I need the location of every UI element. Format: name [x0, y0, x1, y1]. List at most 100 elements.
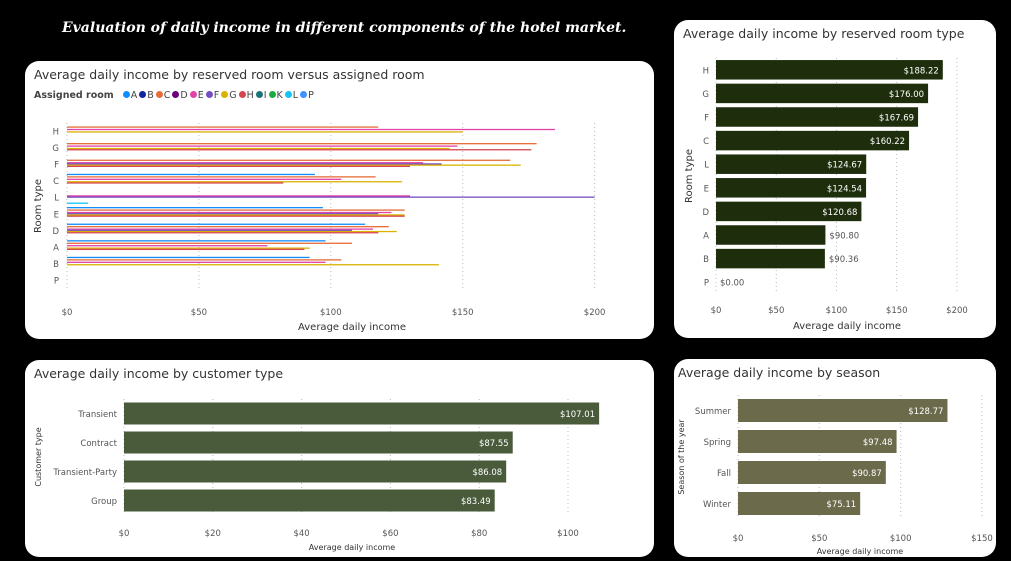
bar-e [67, 128, 556, 131]
bar [738, 399, 948, 422]
category-label: Winter [703, 500, 732, 510]
bar-a [67, 207, 323, 209]
data-label: $90.36 [829, 255, 859, 265]
legend-item[interactable]: E [189, 90, 204, 101]
legend-title: Assigned room [34, 90, 114, 101]
y-axis-label: Room type [33, 179, 44, 233]
legend-label: B [147, 90, 154, 101]
bar [738, 492, 861, 515]
bar-f [67, 229, 352, 231]
legend-item[interactable]: K [268, 90, 283, 101]
bar-h [67, 215, 405, 217]
data-label: $86.08 [472, 468, 502, 478]
legend-label: F [213, 90, 220, 101]
bar-a [67, 240, 326, 242]
data-label: $107.01 [560, 410, 595, 420]
bar-c [67, 242, 352, 244]
category-label: G [702, 90, 709, 100]
x-tick-label: $0 [119, 529, 130, 539]
bar-f [67, 163, 442, 165]
x-tick-label: $60 [382, 529, 398, 539]
bar-h [67, 165, 410, 168]
legend-swatch [205, 91, 213, 98]
x-tick-label: $20 [205, 529, 221, 539]
bar [716, 83, 929, 104]
card-reserved-vs-assigned[interactable]: Average daily income by reserved room ve… [25, 61, 654, 339]
x-tick-label: $0 [711, 306, 722, 316]
bar [716, 60, 943, 80]
legend-item[interactable]: A [122, 90, 137, 101]
legend-item[interactable]: F [205, 90, 220, 101]
data-label: $87.55 [479, 439, 509, 449]
bar-c [67, 226, 389, 228]
y-axis-label: Room type [684, 149, 695, 203]
x-tick-label: $100 [320, 308, 342, 318]
card-customer-type[interactable]: Average daily income by customer type Tr… [25, 360, 654, 557]
legend-item[interactable]: G [221, 90, 237, 101]
data-label: $90.80 [829, 232, 859, 242]
data-label: $128.77 [908, 407, 943, 417]
x-tick-label: $0 [733, 534, 744, 544]
bar [738, 430, 897, 453]
bar [716, 107, 919, 127]
legend-item[interactable]: H [238, 90, 254, 101]
x-tick-label: $150 [886, 306, 908, 316]
category-label: Group [91, 497, 117, 507]
bar-g [67, 181, 403, 183]
data-label: $83.49 [461, 497, 491, 507]
bar-h [67, 182, 284, 184]
bar [124, 460, 507, 483]
category-label: P [704, 279, 709, 289]
legend-swatch [238, 91, 246, 98]
category-label: C [53, 177, 59, 187]
legend-item[interactable]: C [155, 90, 171, 101]
category-label: D [702, 208, 709, 218]
bar-a [67, 256, 310, 259]
bar-f [67, 213, 379, 215]
data-label: $188.22 [904, 66, 939, 76]
card-reserved-type[interactable]: Average daily income by reserved room ty… [674, 20, 996, 338]
category-label: B [53, 260, 59, 270]
legend-label: K [276, 90, 283, 101]
chart-reserved-type: H $188.22 G $176.00 F $167.69 C $160.22 L $124.67… [684, 58, 968, 332]
legend-swatch [221, 91, 229, 98]
category-label: Transient-Party [52, 468, 117, 478]
legend-swatch [300, 91, 308, 98]
data-label: $90.87 [852, 469, 882, 479]
bar-c [67, 159, 511, 161]
legend-swatch [155, 91, 163, 98]
bar-a [67, 173, 315, 176]
bar-c [67, 143, 537, 145]
x-tick-label: $50 [191, 308, 207, 318]
data-label: $75.11 [826, 500, 856, 510]
bar [716, 130, 910, 151]
legend-item[interactable]: B [139, 90, 154, 101]
legend-item[interactable]: L [284, 90, 298, 101]
x-axis-label: Average daily income [298, 322, 406, 333]
category-label: Summer [695, 407, 732, 417]
legend-item[interactable]: P [300, 90, 314, 101]
data-label: $120.68 [822, 208, 857, 218]
category-label: P [54, 277, 59, 287]
chart-customer-type: Transient $107.01 Contract $87.55 Transient-… [34, 399, 600, 552]
bar-g [67, 230, 397, 233]
card-season[interactable]: Average daily income by season Summer $12… [674, 359, 996, 557]
chart-title: Average daily income by reserved room ty… [683, 26, 965, 41]
legend-swatch [139, 91, 147, 98]
bar-g [67, 264, 439, 266]
legend-item[interactable]: I [255, 90, 267, 101]
bar-e [67, 178, 342, 180]
legend-item[interactable]: D [172, 90, 188, 101]
category-label: Contract [80, 439, 117, 449]
x-tick-label: $100 [826, 306, 848, 316]
bar-g [67, 131, 463, 133]
bar-c [67, 209, 405, 211]
category-label: Spring [704, 438, 731, 448]
legend-label: C [163, 90, 171, 101]
legend-label: D [180, 90, 188, 101]
legend-label: P [308, 90, 314, 101]
bar-e [67, 211, 392, 214]
page-title: Evaluation of daily income in different … [62, 20, 627, 36]
